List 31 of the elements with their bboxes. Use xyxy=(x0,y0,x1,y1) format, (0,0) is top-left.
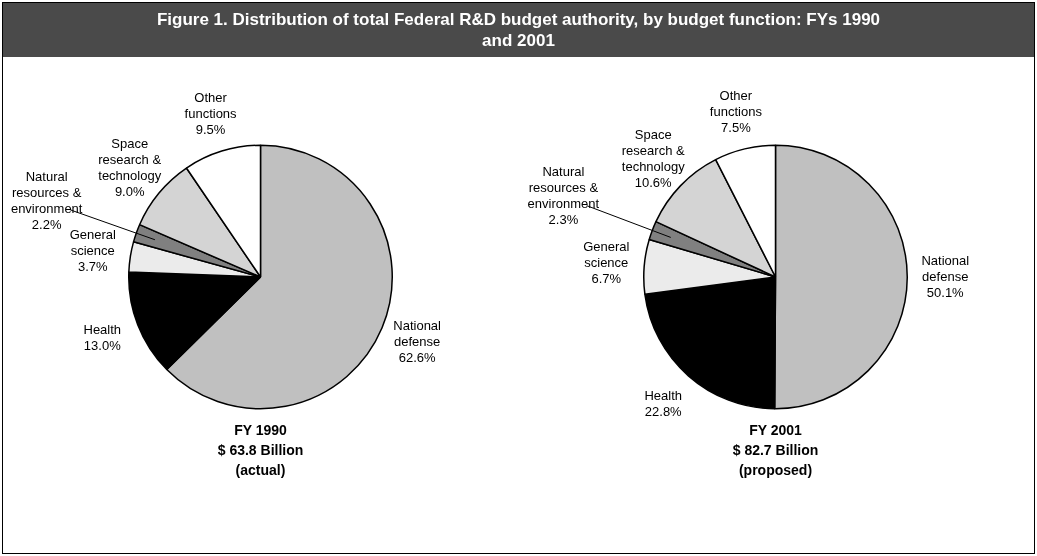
data-label: 62.6% xyxy=(398,350,436,366)
slice-label: National defense xyxy=(393,318,442,350)
data-label: 7.5% xyxy=(721,119,752,135)
text: $ 82.7 Billion xyxy=(732,441,819,458)
slice-label: Space research & technology xyxy=(98,136,162,184)
data-label: 6.7% xyxy=(591,271,622,287)
slice-label: Other functions xyxy=(709,87,763,119)
slice-label: Natural resources & environment xyxy=(527,164,600,212)
data-label: 2.2% xyxy=(31,217,62,233)
slice-label: National defense xyxy=(921,253,970,285)
data-label: 2.3% xyxy=(548,212,579,228)
data-label: 50.1% xyxy=(926,285,965,301)
data-label: 3.7% xyxy=(77,258,109,274)
slice-label: Natural resources & environment xyxy=(10,169,83,217)
text: FY 1990 xyxy=(234,421,288,438)
text: (actual) xyxy=(235,461,286,478)
data-label: 9.5% xyxy=(195,122,226,138)
text: Figure 1. Distribution of total Federal R&D budget authority, by budget function: FYs 1990 and 2001 xyxy=(3,3,1034,57)
data-label: 22.8% xyxy=(644,403,683,419)
slice-label: Space research & technology xyxy=(621,126,686,174)
data-label: 10.6% xyxy=(634,174,673,190)
data-label: 9.0% xyxy=(114,184,145,200)
text: $ 63.8 Billion xyxy=(217,441,304,458)
slice-label: Health xyxy=(644,387,683,403)
data-label: 13.0% xyxy=(83,338,122,354)
slice-label: Other functions xyxy=(184,90,238,122)
slice-label: General science xyxy=(69,226,116,258)
slice-label: General science xyxy=(583,239,630,271)
slice-label: Health xyxy=(83,322,122,338)
text: (proposed) xyxy=(738,461,813,478)
text: FY 2001 xyxy=(749,421,803,438)
